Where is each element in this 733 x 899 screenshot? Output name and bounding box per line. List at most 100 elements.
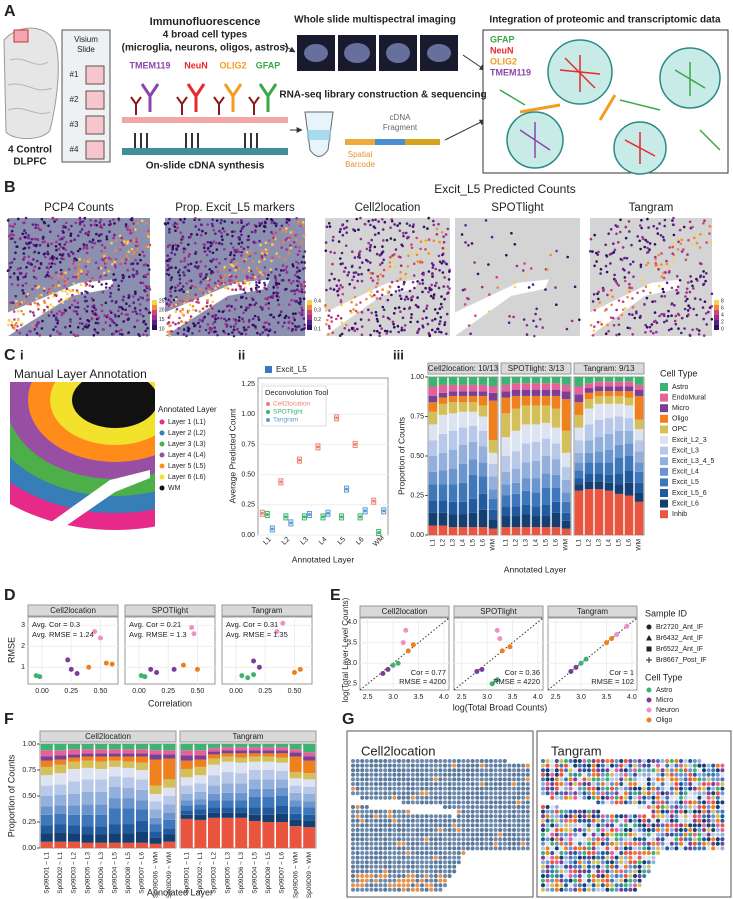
bar-segment [624,495,634,535]
colorbar [714,315,719,320]
spot [369,759,374,763]
spot [463,303,467,306]
x-tick-label: 3.0 [576,694,586,701]
colorbar [714,305,719,310]
spot [445,262,448,266]
spot [281,325,285,328]
spot [378,846,383,851]
spot [41,235,45,239]
spot [619,837,624,842]
spot [715,837,720,842]
spot [516,837,521,842]
spot [502,800,507,805]
spot [406,823,411,828]
spot [402,282,406,286]
spot [118,305,121,309]
spot [577,841,582,846]
bar-segment [54,794,67,806]
spot [131,267,135,271]
bar-segment [574,394,584,403]
spot [697,823,702,828]
spot [397,759,401,763]
spot [662,238,666,242]
bar-segment [149,831,162,838]
spot [522,318,526,321]
spot [167,267,171,270]
spot [170,285,174,289]
bar-segment [521,395,531,406]
spot [637,795,642,800]
spot [452,851,457,855]
spot [208,250,212,253]
spot [656,772,660,777]
spot [378,887,383,892]
bar-segment [303,773,316,780]
bar-segment [221,783,234,793]
spot [470,832,475,837]
spot [288,236,292,239]
spot [248,282,251,286]
spot [378,777,383,782]
spot [525,333,529,336]
spot [633,818,637,823]
spot [392,814,397,819]
point [260,511,264,515]
spot [711,837,716,842]
spot [387,791,392,796]
spot [369,791,374,796]
spot [64,226,67,229]
spot [239,285,242,288]
annotation: Cor = 0.77 [411,668,446,677]
spot [720,777,725,782]
spot [392,772,397,777]
spot [397,763,401,768]
spot [691,225,694,229]
spot [241,281,245,285]
spot [64,309,67,312]
spot [219,221,223,225]
spot [291,312,295,316]
spot [284,268,288,271]
colorbar-label: 10 [159,326,165,332]
spot [512,823,516,828]
spot [383,809,388,814]
spot [40,217,44,221]
spot [374,837,378,842]
spot [287,223,291,227]
spot [78,321,82,325]
spot [207,246,210,250]
spot [623,772,628,777]
spot [285,248,288,251]
spot [419,259,422,263]
spot [355,837,360,842]
spot [541,805,545,809]
spot [89,223,93,227]
bar-segment [584,388,594,393]
bar-segment [276,787,288,796]
spot [598,320,602,324]
spot [117,284,120,288]
spot [117,329,121,333]
spot [611,295,614,299]
spot [46,305,49,309]
spot [216,333,219,337]
bar-segment [262,807,275,815]
bar-segment [289,819,302,827]
spot [591,250,594,253]
spot [324,249,328,252]
bar-segment [194,783,207,792]
spot [424,795,429,800]
spot [669,823,674,828]
spot [456,837,461,842]
spot [263,257,266,261]
spot [302,297,306,301]
spot [688,782,693,786]
spot [182,271,185,274]
spot [169,278,173,282]
bar-segment [262,814,275,822]
spot [550,791,555,796]
spot [593,233,596,237]
spot [674,823,679,828]
spot [145,334,149,337]
spot [502,818,507,823]
